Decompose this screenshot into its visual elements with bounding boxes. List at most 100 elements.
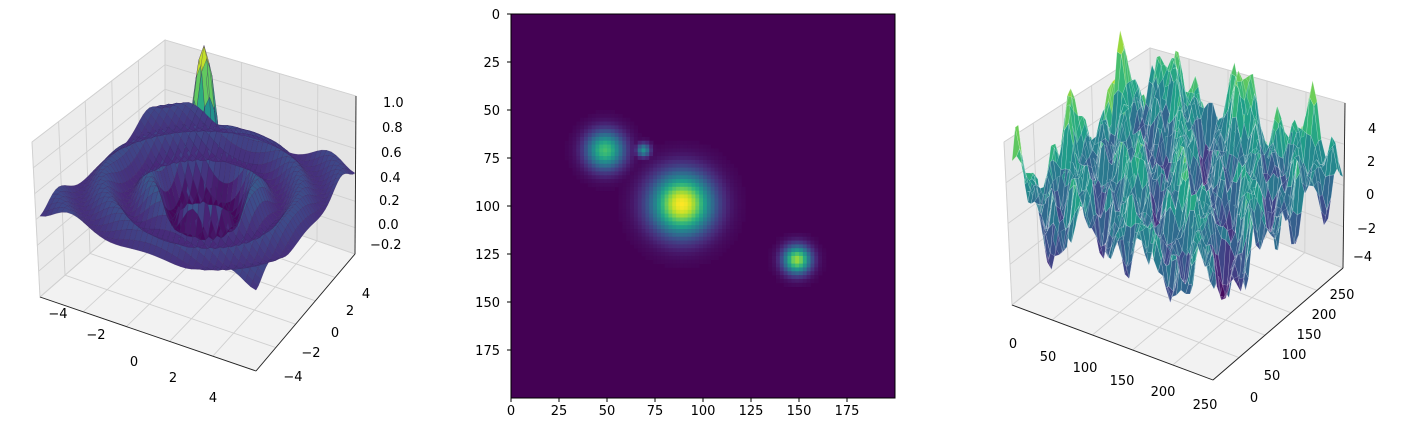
heatmap-cell: [676, 236, 681, 241]
heatmap-cell: [718, 156, 723, 161]
heatmap-cell: [645, 179, 650, 184]
heatmap-cell: [733, 225, 738, 230]
heatmap-cell: [603, 175, 608, 180]
heatmap-cell: [668, 156, 673, 161]
heatmap-cell: [699, 156, 704, 161]
heatmap-cell: [814, 263, 819, 268]
heatmap-cell: [633, 148, 639, 153]
heatmap-cell: [626, 144, 631, 149]
heatmap-cell: [799, 259, 804, 264]
heatmap-cell: [691, 240, 696, 245]
heatmap-image: [511, 14, 895, 398]
heatmap-cell: [622, 125, 627, 130]
heatmap-cell: [687, 179, 692, 184]
heatmap-cell: [622, 163, 627, 168]
heatmap-cell: [799, 244, 804, 249]
heatmap-cell: [768, 267, 773, 272]
heatmap-cell: [737, 198, 742, 203]
heatmap-cell: [699, 225, 704, 230]
heatmap-cell: [626, 225, 631, 230]
heatmap-cell: [618, 113, 623, 119]
heatmap-cell: [591, 136, 596, 142]
heatmap-cell: [733, 194, 738, 199]
heatmap-cell: [683, 252, 689, 257]
heatmap-cell: [660, 171, 665, 176]
heatmap-cell: [806, 267, 811, 272]
heatmap-cell: [787, 236, 792, 241]
heatmap-cell: [706, 163, 712, 168]
heatmap-cell: [775, 259, 781, 264]
heatmap-cell: [637, 221, 642, 226]
heatmap-cell: [649, 167, 654, 172]
heatmap-cell: [676, 171, 681, 176]
heatmap-cell: [603, 129, 608, 134]
heatmap-cell: [637, 217, 642, 222]
heatmap-cell: [641, 156, 646, 161]
heatmap-cell: [691, 175, 696, 180]
heatmap-cell: [741, 194, 746, 199]
heatmap-cell: [791, 278, 796, 284]
heatmap-cell: [699, 236, 704, 241]
heatmap-cell: [618, 167, 623, 172]
heatmap-cell: [610, 113, 616, 119]
heatmap-cell: [610, 110, 616, 115]
heatmap-cell: [595, 121, 600, 126]
heatmap-cell: [676, 263, 681, 268]
heatmap-cell: [583, 171, 589, 176]
heatmap-cell: [660, 255, 665, 261]
heatmap-cell: [595, 144, 600, 149]
heatmap-cell: [649, 225, 654, 230]
heatmap-cell: [695, 217, 700, 222]
heatmap-cell: [641, 148, 646, 153]
heatmap-cell: [645, 217, 650, 222]
heatmap-cell: [714, 198, 719, 203]
heatmap-cell: [649, 244, 654, 249]
heatmap-cell: [653, 156, 658, 161]
heatmap-cell: [714, 240, 719, 245]
heatmap-cell: [691, 206, 696, 211]
heatmap-cell: [607, 182, 612, 188]
heatmap-cell: [679, 190, 685, 195]
heatmap-cell: [630, 136, 635, 142]
heatmap-cell: [630, 129, 635, 134]
heatmap-cell: [649, 232, 654, 238]
heatmap-y-ticks: 0 25 50 75 100 125 150 175: [475, 8, 500, 359]
heatmap-cell: [641, 171, 646, 176]
heatmap-cell: [714, 148, 719, 153]
heatmap-cell: [791, 255, 796, 261]
heatmap-cell: [641, 232, 646, 238]
heatmap-cell: [583, 144, 589, 149]
heatmap-cell: [779, 236, 785, 241]
heatmap-cell: [699, 179, 704, 184]
heatmap-cell: [699, 182, 704, 188]
heatmap-cell: [607, 186, 612, 192]
heatmap-cell: [691, 198, 696, 203]
heatmap-cell: [664, 244, 669, 249]
heatmap-cell: [672, 171, 677, 176]
heatmap-cell: [791, 267, 796, 272]
heatmap-cell: [599, 121, 604, 126]
heatmap-cell: [691, 232, 696, 238]
heatmap-cell: [676, 217, 681, 222]
heatmap-cell: [714, 232, 719, 238]
heatmap-cell: [672, 217, 677, 222]
heatmap-cell: [591, 171, 596, 176]
heatmap-cell: [568, 136, 573, 142]
heatmap-cell: [802, 240, 808, 245]
heatmap-cell: [779, 259, 785, 264]
heatmap-cell: [576, 152, 581, 157]
heatmap-cell: [649, 163, 654, 168]
heatmap-cell: [653, 248, 658, 253]
heatmap-cell: [714, 202, 719, 207]
heatmap-cell: [614, 182, 619, 188]
heatmap-cell: [622, 209, 627, 215]
heatmap-cell: [599, 167, 604, 172]
heatmap-cell: [603, 136, 608, 142]
heatmap-cell: [599, 159, 604, 165]
heatmap-cell: [649, 248, 654, 253]
heatmap-cell: [710, 225, 715, 230]
heatmap-cell: [580, 125, 585, 130]
heatmap-cell: [633, 182, 639, 188]
heatmap-cell: [603, 179, 608, 184]
heatmap-cell: [595, 159, 600, 165]
